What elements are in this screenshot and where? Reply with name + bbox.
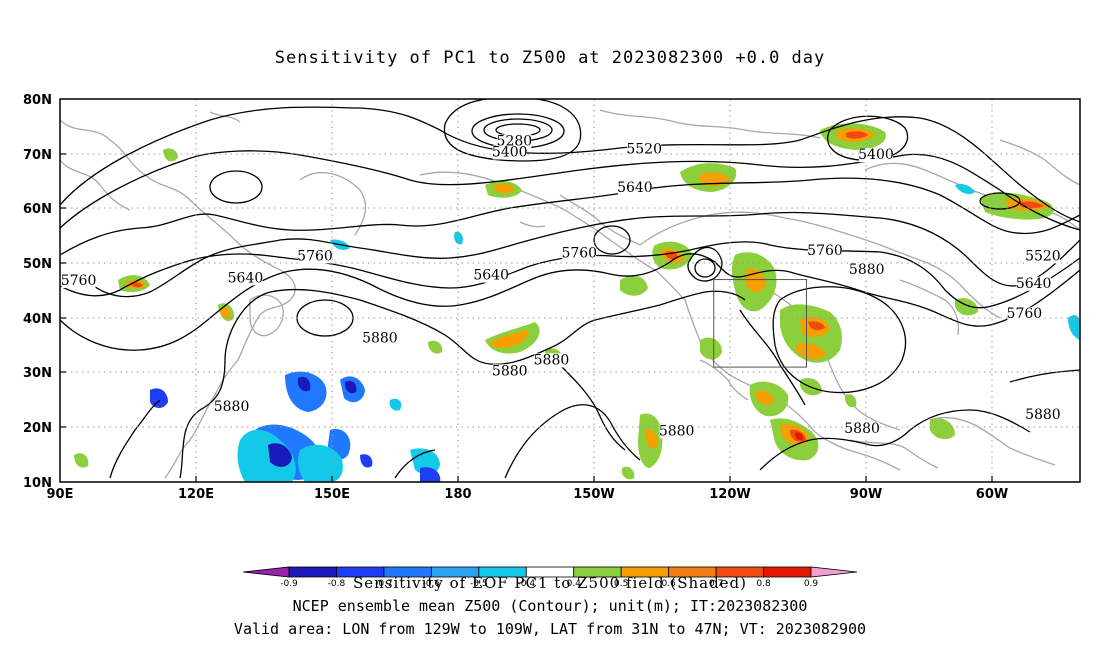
contour-label-bg xyxy=(214,399,249,414)
lon-label: 60W xyxy=(976,487,1008,502)
contour-label-bg xyxy=(492,364,527,379)
contour-label-bg xyxy=(617,181,652,196)
contour-label-bg xyxy=(1025,249,1060,264)
lat-label: 60N xyxy=(23,202,52,217)
lon-label: 180 xyxy=(444,487,471,502)
graticule xyxy=(60,99,1080,482)
contour-label: 5880 xyxy=(844,421,880,437)
caption-valid-area: Valid area: LON from 129W to 109W, LAT f… xyxy=(233,620,867,638)
contour-label-bg xyxy=(1007,306,1042,321)
caption-shading: Sensitivity of EOF PC1 to Z500 field (Sh… xyxy=(352,574,748,592)
contour-label: 5760 xyxy=(561,246,597,262)
contour-label: 5760 xyxy=(807,243,843,259)
contour-label: 5760 xyxy=(297,248,333,264)
contour-label: 5640 xyxy=(228,270,264,286)
lon-label: 120E xyxy=(178,487,214,502)
contour-label-bg xyxy=(845,421,880,436)
lat-label: 80N xyxy=(23,93,52,108)
contour-label-bg xyxy=(859,148,893,163)
contour-label-bg xyxy=(362,331,397,346)
lat-label: 10N xyxy=(23,476,52,491)
sensitivity-shading xyxy=(74,123,1080,482)
lat-label: 70N xyxy=(23,148,52,163)
contour-label-bg xyxy=(849,263,884,278)
valid-area-box xyxy=(713,279,807,368)
contour-label: 5400 xyxy=(492,144,528,160)
contour-label-bg xyxy=(492,145,527,160)
contour-label: 5760 xyxy=(61,273,97,289)
lon-label: 90E xyxy=(47,487,74,502)
contour-label-bg xyxy=(562,246,597,261)
lon-label: 150E xyxy=(314,487,350,502)
contour-label-bg xyxy=(1016,276,1051,291)
lat-label: 50N xyxy=(23,257,52,272)
contour-label: 5880 xyxy=(534,352,570,368)
contour-label: 5880 xyxy=(659,423,695,439)
figure-title: Sensitivity of PC1 to Z500 at 2023082300… xyxy=(274,48,826,68)
lat-label: 40N xyxy=(23,312,52,327)
lon-label: 90W xyxy=(850,487,882,502)
caption-contour: NCEP ensemble mean Z500 (Contour); unit(… xyxy=(292,597,808,615)
contour-label: 5400 xyxy=(858,147,894,163)
contour-label: 5640 xyxy=(1016,276,1052,292)
lon-label: 120W xyxy=(709,487,750,502)
contour-label-bg xyxy=(298,249,332,264)
lat-label: 20N xyxy=(23,421,52,436)
contour-label: 5880 xyxy=(1025,407,1061,423)
tick-marks xyxy=(60,153,993,482)
contour-label-bg xyxy=(534,353,569,368)
contour-label: 5640 xyxy=(473,268,509,284)
contour-label-bg xyxy=(659,424,694,439)
contour-label: 5880 xyxy=(214,399,250,415)
plot-frame xyxy=(59,98,1081,483)
z500-contours xyxy=(60,99,1080,479)
contour-label-bg xyxy=(228,271,263,286)
contour-label-bg xyxy=(627,142,662,157)
contour-label-bg xyxy=(474,268,509,283)
contour-label-bg xyxy=(61,274,96,289)
contour-label: 5880 xyxy=(362,330,398,346)
contour-label: 5640 xyxy=(617,180,653,196)
coastlines xyxy=(60,109,1080,479)
contour-label-bg xyxy=(1025,408,1060,423)
contour-label: 5880 xyxy=(492,363,528,379)
map-plot: 90E 120E 150E 180 150W 120W 90W 60W 80N … xyxy=(23,93,1081,502)
contour-label: 5880 xyxy=(849,262,885,278)
lat-label: 30N xyxy=(23,366,52,381)
lon-tick-labels: 90E 120E 150E 180 150W 120W 90W 60W xyxy=(47,487,1009,502)
contour-label: 5520 xyxy=(626,142,662,158)
contour-label-bg xyxy=(808,243,842,258)
contour-label: 5760 xyxy=(1007,306,1043,322)
contour-label-bg xyxy=(497,134,532,149)
lat-tick-labels: 80N 70N 60N 50N 40N 30N 20N 10N xyxy=(23,93,52,491)
contour-label: 5520 xyxy=(1025,248,1061,264)
lon-label: 150W xyxy=(573,487,614,502)
